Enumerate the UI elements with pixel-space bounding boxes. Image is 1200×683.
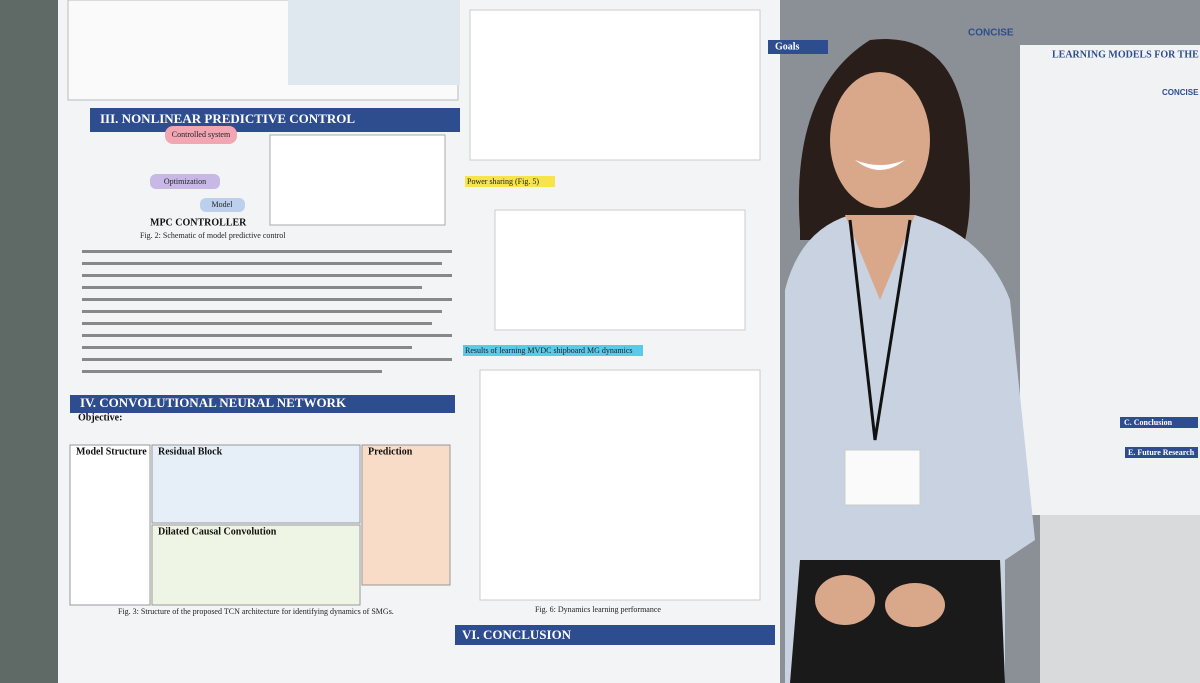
label: Model xyxy=(212,200,234,209)
box xyxy=(150,174,220,189)
layout-figure xyxy=(288,0,460,85)
panel xyxy=(361,444,451,586)
logo: CONCISE xyxy=(1162,88,1199,97)
label: Model Structure xyxy=(76,446,147,457)
box xyxy=(165,126,237,144)
section-bar xyxy=(90,108,460,132)
section-bar xyxy=(1120,417,1198,428)
section-bar xyxy=(455,625,775,645)
section-heading: C. Conclusion xyxy=(1124,418,1173,427)
box xyxy=(200,198,245,212)
panel xyxy=(151,444,361,524)
section-heading: III. NONLINEAR PREDICTIVE CONTROL xyxy=(100,111,355,126)
label: Controlled system xyxy=(172,130,231,139)
label: Optimization xyxy=(164,177,206,186)
section-bar xyxy=(1125,447,1198,458)
panel xyxy=(69,444,151,606)
label: Residual Block xyxy=(158,446,223,457)
caption: Fig. 3: Structure of the proposed TCN ar… xyxy=(118,607,394,616)
mpc-plot xyxy=(269,134,446,226)
highlight xyxy=(465,176,555,187)
section-heading: IV. CONVOLUTIONAL NEURAL NETWORK xyxy=(80,395,347,410)
logo: CONCISE xyxy=(968,28,1014,39)
figure xyxy=(469,9,761,161)
window xyxy=(0,0,60,683)
figure xyxy=(494,209,746,331)
figure xyxy=(479,369,761,601)
section-heading: VI. CONCLUSION xyxy=(462,627,572,642)
section-bar xyxy=(768,40,828,54)
panel xyxy=(151,524,361,606)
title: LEARNING MODELS FOR THE xyxy=(1052,49,1199,60)
highlight xyxy=(463,345,643,356)
label: Dilated Causal Convolution xyxy=(158,526,277,537)
text-lines xyxy=(82,250,452,373)
poster-right xyxy=(1020,45,1200,515)
person xyxy=(785,39,1035,683)
label: Prediction xyxy=(368,446,413,457)
wall xyxy=(1040,500,1200,683)
section-heading: E. Future Research xyxy=(1128,448,1195,457)
section-bar xyxy=(70,395,455,413)
caption: Fig. 2: Schematic of model predictive co… xyxy=(140,231,286,240)
label: Results of learning MVDC shipboard MG dy… xyxy=(465,346,633,355)
section-heading: Goals xyxy=(775,41,800,52)
label: Power sharing (Fig. 5) xyxy=(467,177,539,186)
label: MPC CONTROLLER xyxy=(150,217,247,228)
caption: Fig. 6: Dynamics learning performance xyxy=(535,605,661,614)
label: Objective: xyxy=(78,412,122,423)
